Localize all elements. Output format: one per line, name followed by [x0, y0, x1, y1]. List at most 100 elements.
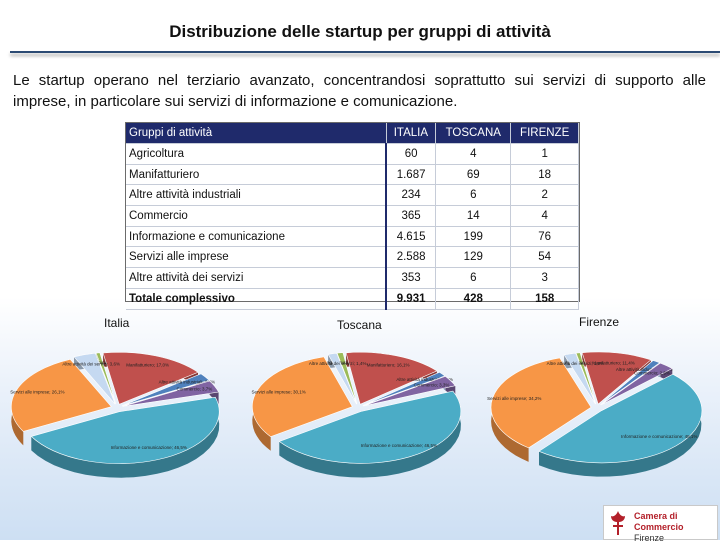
row-italia: 2.588	[386, 246, 437, 269]
activity-table: Gruppi di attività ITALIA TOSCANA FIRENZ…	[125, 122, 580, 310]
logo-line-1: Camera di Commercio	[634, 511, 684, 532]
pie-slice	[122, 380, 220, 407]
row-firenze: 1	[510, 143, 579, 165]
pie-slice-label: Commercio; 2,5%	[634, 370, 670, 375]
pie-label-italia: Italia	[104, 316, 130, 330]
pie-slice	[95, 352, 117, 405]
pie-slice-label: Servizi alle imprese; 30,1%	[251, 389, 305, 394]
pie-slice-label: Informazione e comunicazione; 48,1%	[621, 434, 697, 439]
row-group: Servizi alle imprese	[126, 246, 387, 269]
pie-slice-label: Servizi alle imprese; 26,1%	[10, 390, 64, 395]
pie-slice	[30, 396, 220, 464]
slide-title: Distribuzione delle startup per gruppi d…	[169, 22, 551, 41]
activity-data-table: Gruppi di attività ITALIA TOSCANA FIRENZ…	[126, 123, 579, 310]
header-group: Gruppi di attività	[126, 123, 387, 144]
pie-label-toscana: Toscana	[337, 318, 382, 332]
pie-slice-label: Manifatturiero; 16,1%	[367, 362, 410, 367]
pie-slice	[600, 362, 673, 406]
pie-slice-label: Manifatturiero; 11,4%	[592, 360, 634, 365]
pie-slice-label: Altre attività industriali; 1,3%	[616, 367, 673, 372]
row-italia: 234	[386, 184, 437, 207]
header-firenze: FIRENZE	[510, 123, 579, 144]
row-group: Altre attività industriali	[126, 184, 387, 207]
pie-slice	[575, 352, 597, 405]
pie-slice-side	[31, 397, 220, 478]
pie-svg-firenze: Agricoltura; 0,6%Manifatturiero; 11,4%Al…	[487, 351, 703, 477]
pie-slice	[73, 352, 116, 405]
row-toscana: 6	[435, 267, 512, 289]
pie-slice-label: Agricoltura; 0,6%	[85, 360, 119, 365]
pie-slice	[121, 373, 210, 407]
pie-label-firenze: Firenze	[579, 315, 620, 329]
pie-slice	[345, 351, 438, 405]
row-toscana: 14	[435, 205, 512, 227]
pie-slice	[581, 351, 652, 405]
pie-chart-firenze: Agricoltura; 0,6% Manifatturiero; 11,4% Al…	[482, 330, 712, 540]
row-group: Totale complessivo	[126, 288, 387, 310]
pie-slice	[363, 375, 456, 407]
row-italia: 1.687	[386, 164, 437, 186]
logo-text: Camera di Commercio Firenze	[634, 511, 717, 544]
table-row: Informazione e comunicazione 4.615 199 7…	[126, 226, 579, 248]
table-row: Manifatturiero 1.687 69 18	[126, 164, 579, 186]
pie-slice	[327, 352, 357, 405]
pie-svg-toscana: Agricoltura; 0,9% Manifatturiero; 16,1%Al…	[251, 351, 462, 478]
row-italia: 60	[386, 143, 437, 165]
header-toscana: TOSCANA	[435, 123, 512, 144]
pie-chart-toscana: Agricoltura; 0,9% Manifatturiero; 16,1% Al…	[243, 330, 473, 540]
row-firenze: 18	[510, 164, 579, 186]
title-divider	[10, 51, 720, 53]
row-group: Altre attività dei servizi	[126, 267, 387, 289]
pie-slice-label: Agricoltura; 0,6%	[565, 360, 599, 365]
pie-slice-label: Altre attività industriali; 2,4%	[159, 379, 216, 384]
row-firenze: 3	[510, 267, 579, 289]
pie-slice-label: Manifatturiero; 17,0%	[126, 363, 169, 368]
pie-slice	[278, 390, 462, 464]
lily-emblem-icon	[611, 511, 625, 535]
row-group: Agricoltura	[126, 143, 387, 165]
pie-slice-label: Servizi alle imprese; 34,2%	[487, 396, 541, 401]
pie-svg-italia: Agricoltura; 0,6% Manifatturiero; 17,0% Al…	[10, 352, 220, 478]
row-group: Informazione e comunicazione	[126, 226, 387, 248]
pie-chart-italia: Agricoltura; 0,6% Manifatturiero; 17,0% Al…	[2, 330, 232, 540]
table-row: Agricoltura 60 4 1	[126, 143, 579, 165]
pie-slice-label: Informazione e comunicazione; 46,5%	[111, 445, 187, 450]
table-row: Commercio 365 14 4	[126, 205, 579, 227]
row-firenze: 4	[510, 205, 579, 227]
pie-slice	[563, 352, 596, 405]
pie-slice	[102, 352, 199, 405]
pie-slice-label: Informazione e comunicazione; 46,5%	[361, 443, 437, 448]
pie-slice-label: Commercio; 3,3%	[414, 382, 450, 387]
pie-slice-label: Altre attività dei servizi; 1,4%	[309, 361, 367, 366]
logo-line-2: Firenze	[634, 533, 665, 543]
chamber-of-commerce-logo: Camera di Commercio Firenze	[603, 505, 718, 543]
pie-slice	[538, 373, 703, 464]
row-toscana: 129	[435, 246, 512, 269]
row-italia: 9.931	[386, 288, 437, 310]
row-toscana: 199	[435, 226, 512, 248]
pie-slice-label: Altre attività dei servizi; 3,6%	[62, 362, 120, 367]
pie-slice-side	[279, 391, 461, 478]
table-header-row: Gruppi di attività ITALIA TOSCANA FIRENZ…	[126, 123, 579, 144]
row-firenze: 54	[510, 246, 579, 269]
row-firenze: 76	[510, 226, 579, 248]
row-italia: 365	[386, 205, 437, 227]
row-toscana: 6	[435, 184, 512, 207]
table-total-row: Totale complessivo 9.931 428 158	[126, 288, 579, 310]
pie-slice	[252, 356, 353, 438]
table-row: Servizi alle imprese 2.588 129 54	[126, 246, 579, 269]
row-toscana: 69	[435, 164, 512, 186]
row-toscana: 428	[435, 288, 512, 310]
table-row: Altre attività industriali 234 6 2	[126, 184, 579, 207]
row-italia: 353	[386, 267, 437, 289]
row-firenze: 2	[510, 184, 579, 207]
pie-slice-label: Commercio; 3,7%	[177, 387, 213, 392]
pie-slice-label: Altre attività dei servizi; 1,9%	[547, 361, 605, 366]
row-toscana: 4	[435, 143, 512, 165]
pie-slice-label: Agricoltura; 0,9%	[327, 360, 361, 365]
pie-slice	[11, 358, 112, 432]
header-italia: ITALIA	[386, 123, 437, 144]
row-italia: 4.615	[386, 226, 437, 248]
pie-slice	[362, 371, 446, 406]
row-group: Manifatturiero	[126, 164, 387, 186]
